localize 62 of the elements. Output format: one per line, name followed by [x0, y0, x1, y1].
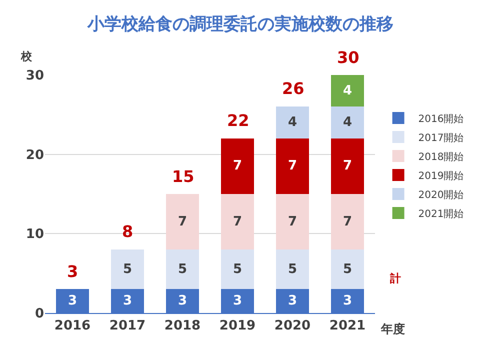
- chart-title: 小学校給食の調理委託の実施校数の推移: [86, 14, 394, 34]
- data-label: 5: [178, 262, 188, 277]
- data-label: 3: [232, 294, 242, 309]
- legend-label: 2019開始: [418, 170, 464, 182]
- bar: [166, 194, 199, 250]
- bar: [221, 138, 254, 194]
- x-tick-label: 2019: [219, 318, 256, 334]
- data-label: 5: [342, 262, 352, 277]
- bar: [276, 250, 309, 290]
- x-tick-label: 2021: [329, 318, 366, 334]
- y-tick-label: 20: [26, 148, 44, 163]
- data-label: 7: [342, 158, 352, 174]
- data-label: 7: [178, 214, 188, 230]
- data-label: 7: [232, 214, 242, 230]
- bar: [111, 250, 144, 290]
- text: 計: [389, 272, 401, 285]
- legend-label: 2016開始: [418, 114, 464, 125]
- legend-label: 2017開始: [418, 132, 464, 144]
- x-tick-label: 2018: [164, 318, 201, 334]
- data-label: 3: [122, 294, 132, 309]
- x-tick-label: 2016: [54, 318, 91, 334]
- data-label: 4: [342, 115, 352, 130]
- bar: [221, 194, 254, 250]
- x-tick-label: 2017: [109, 318, 146, 334]
- legend-label: 2020開始: [418, 190, 464, 201]
- total-label: 26: [282, 79, 304, 98]
- data-label: 5: [288, 262, 298, 277]
- y-tick-label: 10: [26, 227, 44, 242]
- bar: [276, 138, 309, 194]
- bar: [166, 250, 199, 290]
- legend-label: 2018開始: [418, 152, 464, 163]
- data-label: 3: [342, 294, 352, 309]
- total-label: 30: [337, 48, 360, 67]
- x-tick-label: 2020: [274, 318, 311, 334]
- y-tick-label: 30: [26, 68, 44, 84]
- data-label: 3: [178, 294, 188, 309]
- data-label: 5: [122, 262, 132, 277]
- data-label: 5: [232, 262, 242, 277]
- bar: [331, 250, 364, 290]
- legend-label: 2021開始: [418, 208, 464, 220]
- x-axis-title: 年度: [380, 322, 405, 336]
- total-label: 3: [67, 262, 78, 281]
- bar: [331, 194, 364, 250]
- total-label: 8: [122, 222, 134, 241]
- total-label: 15: [172, 167, 194, 186]
- data-label: 4: [342, 83, 352, 98]
- bar: [331, 75, 364, 107]
- bar: [276, 106, 309, 138]
- bar: [276, 194, 309, 250]
- data-label: 4: [288, 115, 298, 130]
- bar: [221, 250, 254, 290]
- data-label: 3: [288, 294, 298, 309]
- total-label: 22: [227, 111, 250, 130]
- bar: [331, 138, 364, 194]
- data-label: 7: [288, 158, 298, 174]
- y-tick-label: 0: [34, 306, 44, 322]
- data-label: 7: [288, 214, 298, 230]
- bar: [331, 106, 364, 138]
- data-label: 7: [342, 214, 352, 230]
- y-axis-title: 校: [20, 50, 33, 63]
- data-label: 7: [232, 158, 242, 174]
- data-label: 3: [68, 294, 78, 309]
